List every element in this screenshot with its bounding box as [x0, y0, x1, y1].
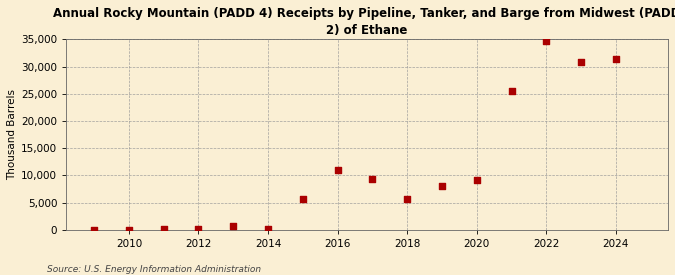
- Point: [576, 60, 587, 64]
- Point: [193, 227, 204, 232]
- Point: [332, 168, 343, 172]
- Point: [402, 197, 412, 201]
- Point: [437, 183, 448, 188]
- Point: [541, 39, 551, 43]
- Point: [88, 227, 99, 232]
- Point: [506, 89, 517, 93]
- Text: Source: U.S. Energy Information Administration: Source: U.S. Energy Information Administ…: [47, 265, 261, 274]
- Point: [298, 197, 308, 201]
- Title: Annual Rocky Mountain (PADD 4) Receipts by Pipeline, Tanker, and Barge from Midw: Annual Rocky Mountain (PADD 4) Receipts …: [53, 7, 675, 37]
- Point: [228, 224, 239, 228]
- Point: [158, 227, 169, 231]
- Point: [471, 178, 482, 182]
- Point: [610, 56, 621, 61]
- Point: [124, 227, 134, 232]
- Point: [263, 227, 273, 231]
- Point: [367, 177, 378, 182]
- Y-axis label: Thousand Barrels: Thousand Barrels: [7, 89, 17, 180]
